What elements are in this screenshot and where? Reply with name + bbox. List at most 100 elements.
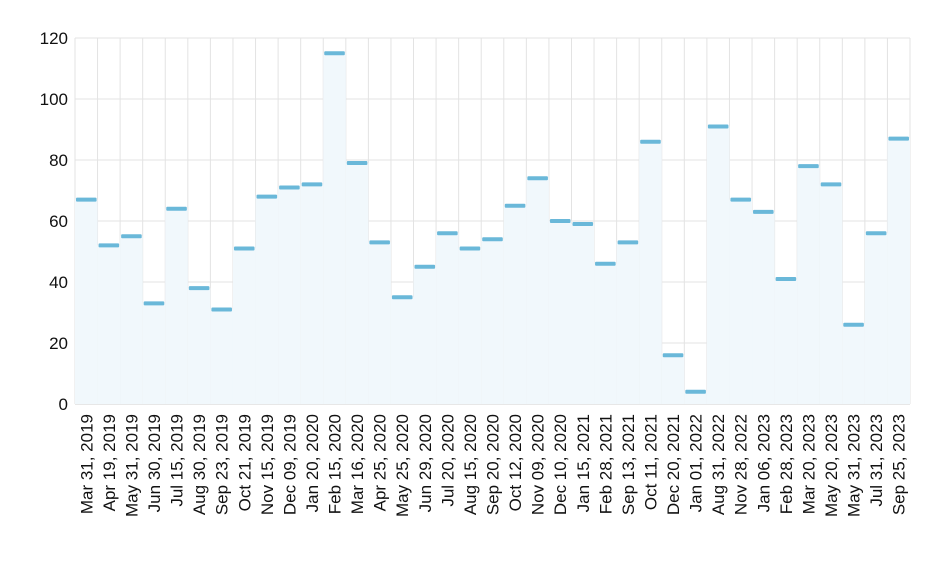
- x-tick-label: Nov 09, 2020: [529, 414, 548, 515]
- x-tick-label: Mar 31, 2019: [77, 414, 96, 514]
- bar-fill: [97, 245, 121, 404]
- x-tick-label: Oct 12, 2020: [506, 414, 525, 511]
- x-tick-label: Jan 01, 2022: [687, 414, 706, 512]
- y-tick-label: 80: [49, 151, 68, 170]
- y-tick-label: 20: [49, 334, 68, 353]
- x-tick-label: Oct 11, 2021: [641, 414, 660, 510]
- bar-fill: [571, 224, 595, 404]
- x-tick-label: Aug 15, 2020: [461, 414, 480, 515]
- y-axis-tick-labels: 0 20 40 60 80 100 120: [40, 29, 68, 414]
- bar-value-cap: [76, 197, 97, 202]
- bar-fill: [120, 236, 143, 404]
- bar-fill: [165, 208, 188, 404]
- x-tick-label: May 20, 2023: [822, 414, 841, 517]
- x-tick-label: Apr 19, 2019: [100, 414, 119, 511]
- bar-value-cap: [211, 307, 232, 312]
- bar-fill: [752, 211, 775, 404]
- bar-fill: [661, 355, 685, 404]
- x-tick-label: Jul 31, 2023: [867, 414, 886, 507]
- x-tick-label: Sep 20, 2020: [484, 414, 503, 515]
- bar-fill: [413, 266, 437, 404]
- bar-value-cap: [640, 139, 661, 144]
- bar-value-cap: [527, 176, 548, 181]
- bar-value-cap: [820, 182, 842, 187]
- bar-fill: [210, 309, 233, 404]
- x-tick-label: Jan 15, 2021: [574, 414, 593, 512]
- bar-value-cap: [843, 322, 864, 327]
- bar-fill: [887, 138, 910, 404]
- bar-value-cap: [504, 203, 526, 208]
- bar-fill: [142, 303, 166, 404]
- bar-fill: [842, 324, 865, 404]
- x-tick-label: May 25, 2020: [393, 414, 412, 517]
- bar-fill: [255, 196, 279, 404]
- bar-fill: [458, 248, 482, 404]
- bar-fill: [729, 199, 753, 404]
- x-tick-label: Feb 15, 2020: [326, 414, 345, 514]
- x-tick-label: Mar 20, 2023: [799, 414, 818, 514]
- bar-value-cap: [279, 185, 300, 190]
- bar-value-cap: [459, 246, 481, 251]
- x-tick-label: Jan 06, 2023: [754, 414, 773, 512]
- x-tick-label: Jan 20, 2020: [303, 414, 322, 512]
- bar-fill: [390, 297, 414, 404]
- y-tick-label: 0: [59, 395, 68, 414]
- bar-fill: [774, 278, 798, 404]
- bar-fill: [436, 233, 459, 404]
- bar-value-cap: [121, 234, 142, 239]
- y-tick-label: 120: [40, 29, 68, 48]
- bar-fill: [797, 166, 820, 404]
- x-tick-label: May 31, 2023: [845, 414, 864, 517]
- bar-fill: [75, 199, 98, 404]
- x-tick-label: Aug 30, 2019: [190, 414, 209, 515]
- bar-fill: [526, 178, 549, 404]
- bar-fill: [345, 163, 369, 404]
- bar-fill: [323, 53, 346, 404]
- bar-value-cap: [414, 264, 436, 269]
- bar-value-cap: [391, 295, 413, 300]
- x-tick-label: Jul 20, 2020: [438, 414, 457, 507]
- x-tick-label: Nov 28, 2022: [732, 414, 751, 515]
- bar-caps: [76, 51, 909, 394]
- bar-value-cap: [572, 222, 594, 227]
- bar-fill: [819, 184, 843, 404]
- x-tick-label: Dec 10, 2020: [551, 414, 570, 515]
- bar-value-cap: [685, 389, 706, 394]
- y-tick-label: 100: [40, 90, 68, 109]
- bar-fill: [278, 187, 301, 404]
- bar-value-cap: [662, 353, 684, 358]
- x-tick-label: Feb 28, 2023: [777, 414, 796, 514]
- x-tick-label: Feb 28, 2021: [596, 414, 615, 514]
- y-tick-label: 40: [49, 273, 68, 292]
- x-tick-label: Jun 29, 2020: [416, 414, 435, 512]
- bar-value-cap: [888, 136, 909, 141]
- bar-value-cap: [188, 286, 210, 291]
- bar-value-cap: [98, 243, 120, 248]
- bar-fill: [300, 184, 324, 404]
- bar-value-cap: [617, 240, 639, 245]
- bar-value-cap: [798, 164, 819, 169]
- x-tick-label: Dec 09, 2019: [280, 414, 299, 515]
- x-tick-label: Oct 21, 2019: [235, 414, 254, 511]
- x-tick-label: Jul 15, 2019: [168, 414, 187, 507]
- bar-fill: [548, 221, 572, 404]
- bar-value-cap: [166, 206, 187, 211]
- bar-value-cap: [346, 161, 368, 166]
- x-tick-label: Dec 20, 2021: [664, 414, 683, 515]
- bar-value-cap: [233, 246, 255, 251]
- bar-value-cap: [865, 231, 887, 236]
- x-tick-label: Jun 30, 2019: [145, 414, 164, 512]
- bar-fill: [187, 288, 211, 404]
- bar-value-cap: [549, 219, 571, 223]
- y-tick-label: 60: [49, 212, 68, 231]
- bar-fill: [481, 239, 504, 404]
- x-tick-label: May 31, 2019: [122, 414, 141, 517]
- x-axis-tick-labels: Mar 31, 2019 Apr 19, 2019 May 31, 2019 Jun …: [77, 414, 908, 517]
- bar-fill: [639, 141, 662, 404]
- x-tick-label: Nov 15, 2019: [258, 414, 277, 515]
- x-tick-label: Sep 25, 2023: [890, 414, 909, 515]
- bar-value-cap: [775, 276, 797, 281]
- bar-fill: [594, 263, 617, 404]
- bar-fill: [503, 205, 527, 404]
